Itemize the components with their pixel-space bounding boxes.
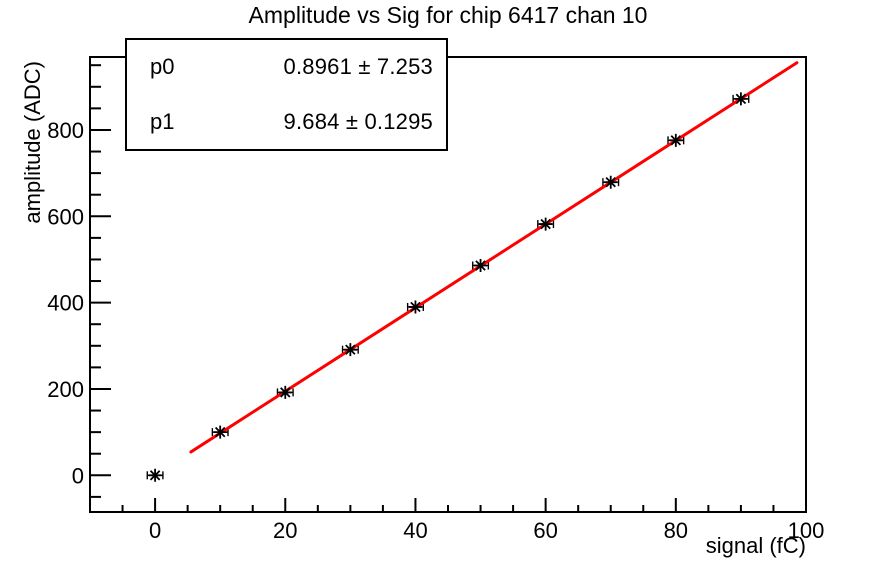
fit-stats-box: p0 0.8961 ± 7.253 p1 9.684 ± 0.1295 [125,38,448,151]
x-tick-label: 40 [403,518,427,543]
y-tick-label: 200 [47,377,84,402]
y-axis-title: amplitude (ADC) [20,61,45,224]
data-point-marker [604,175,618,189]
data-point-marker [474,259,488,273]
stats-row-p0: p0 0.8961 ± 7.253 [127,40,446,95]
param-value-p1: 9.684 ± 0.1295 [283,108,433,134]
x-tick-label: 80 [664,518,688,543]
chart-title: Amplitude vs Sig for chip 6417 chan 10 [248,2,648,28]
x-axis-title: signal (fC) [705,533,806,558]
fit-line [189,61,799,454]
y-tick-label: 800 [47,118,84,143]
data-point-marker [734,92,748,106]
x-tick-label: 100 [788,518,825,543]
data-point-marker [148,468,162,482]
stats-row-p1: p1 9.684 ± 0.1295 [127,95,446,150]
y-tick-label: 600 [47,204,84,229]
x-tick-label: 20 [273,518,297,543]
param-name-p1: p1 [150,108,175,134]
data-point-marker [213,425,227,439]
y-tick-label: 400 [47,291,84,316]
data-point-marker [408,300,422,314]
x-tick-label: 0 [149,518,161,543]
param-name-p0: p0 [150,54,175,80]
param-value-p0: 0.8961 ± 7.253 [283,54,433,80]
x-tick-label: 60 [533,518,557,543]
data-point-marker [539,217,553,231]
data-point-marker [278,385,292,399]
data-point-marker [343,343,357,357]
y-tick-label: 0 [72,463,84,488]
data-point-marker [669,133,683,147]
